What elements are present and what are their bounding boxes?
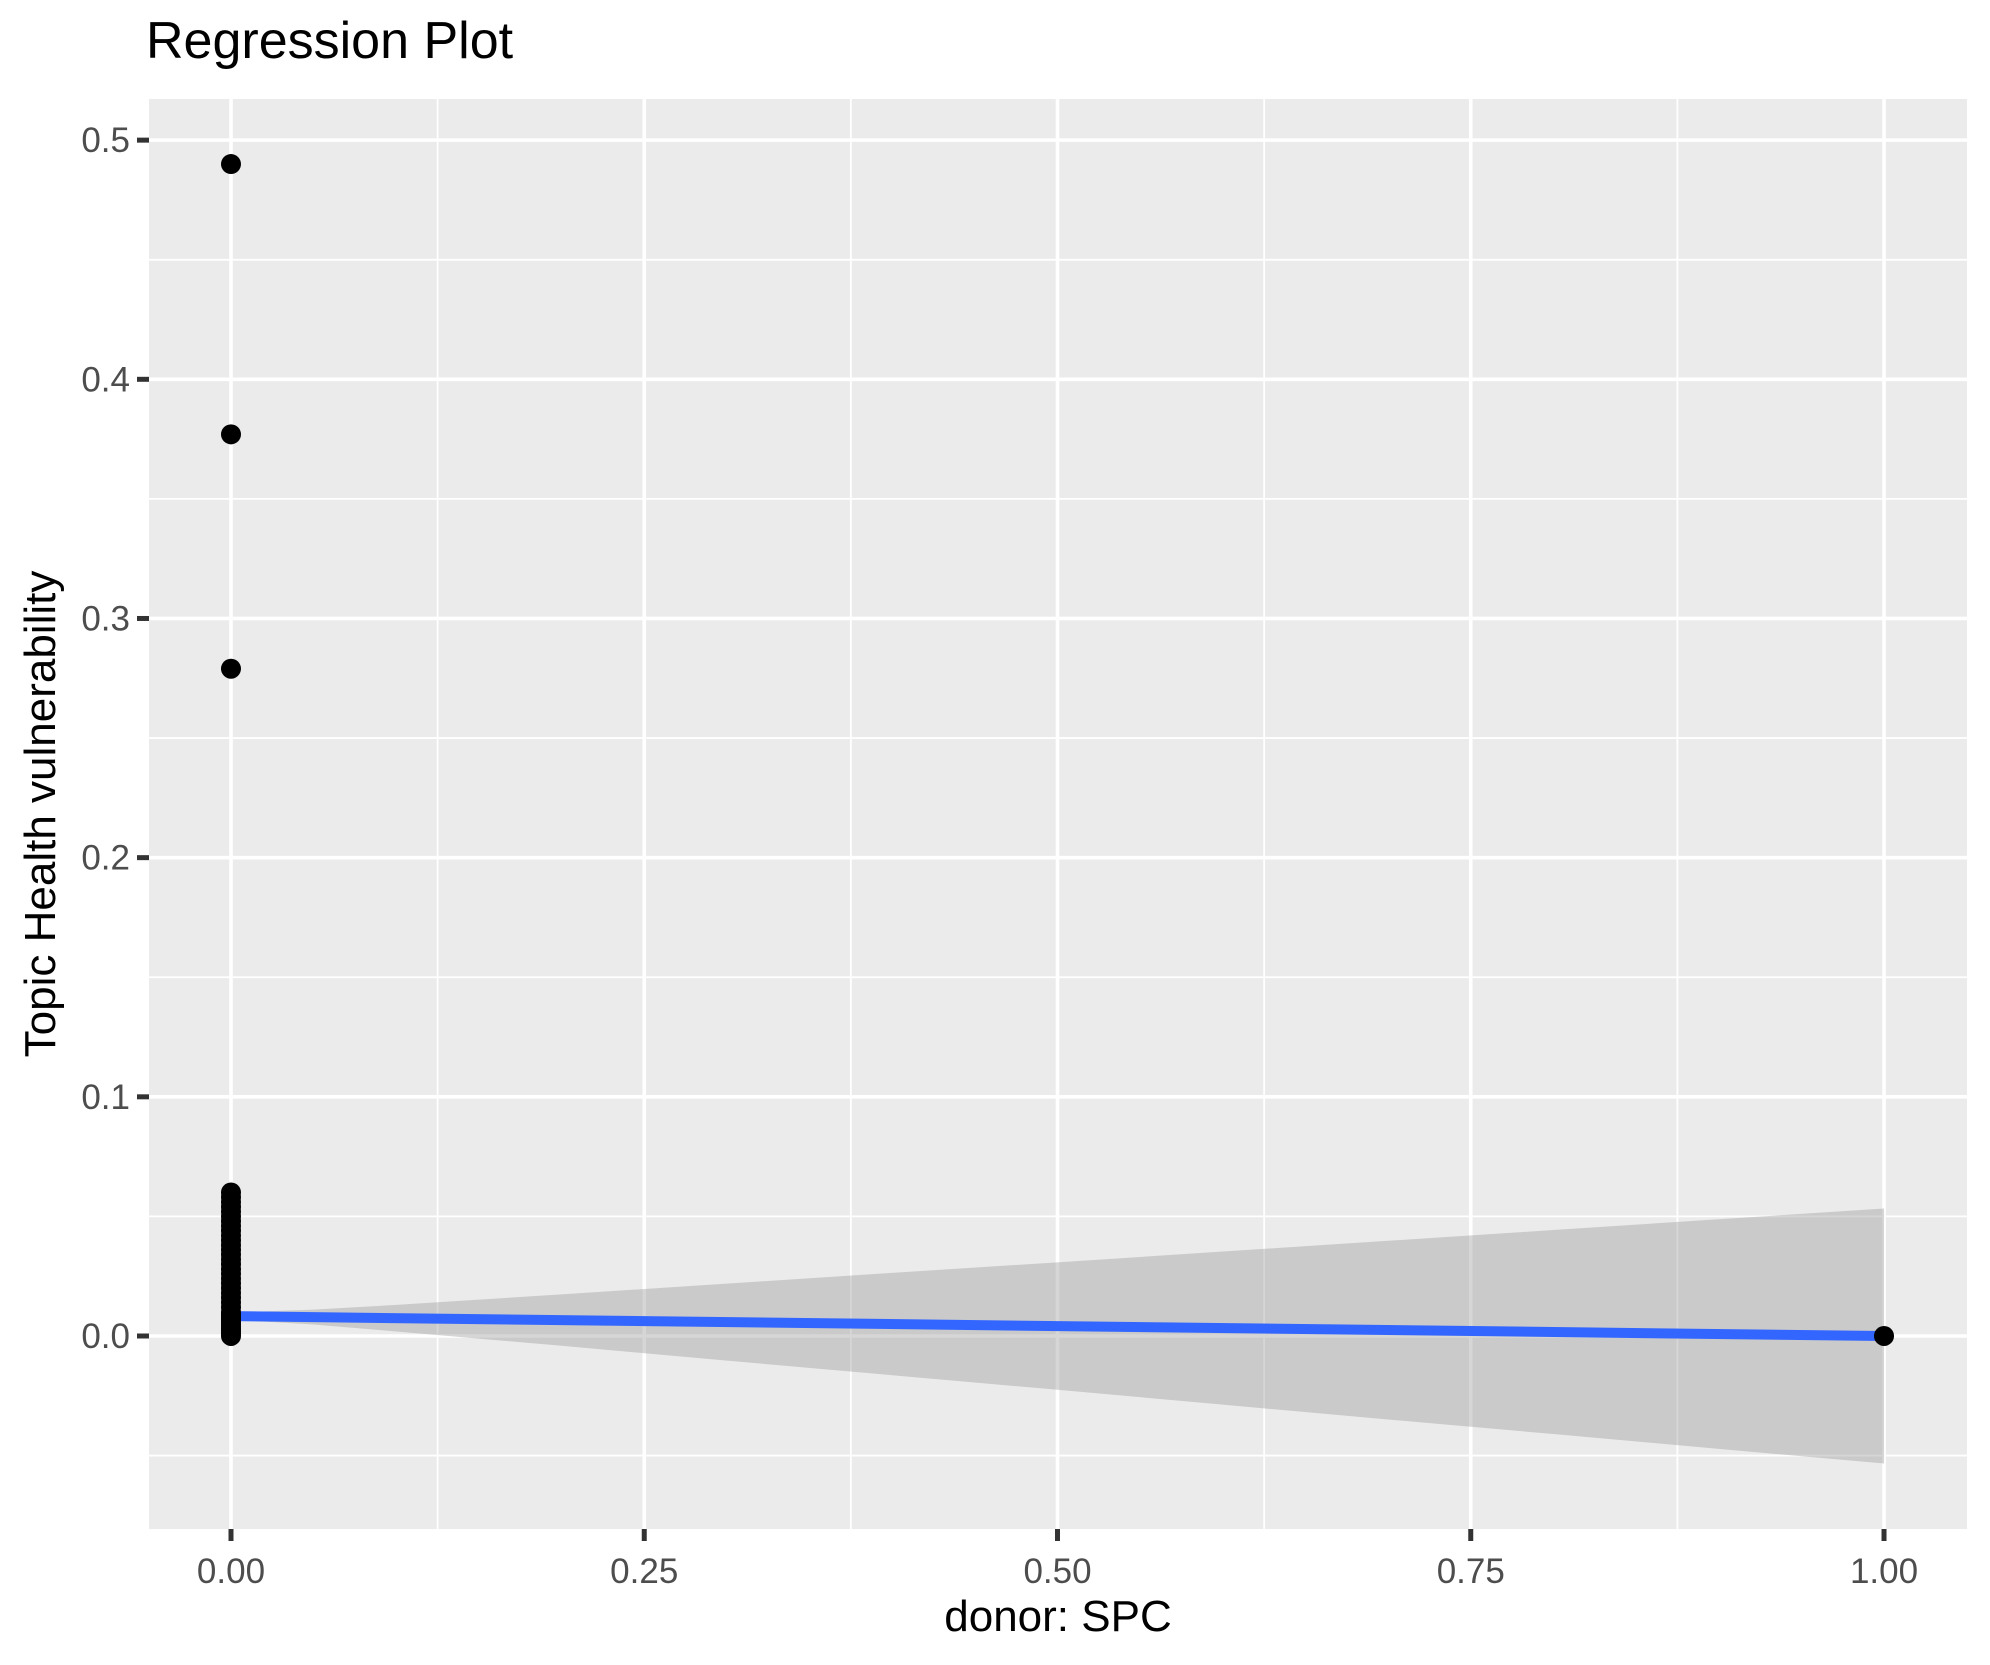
y-tick-label: 0.3 xyxy=(81,599,130,638)
data-point xyxy=(220,154,241,175)
x-tick-label: 0.25 xyxy=(610,1552,678,1591)
y-tick-label: 0.2 xyxy=(81,839,130,878)
x-axis-title: donor: SPC xyxy=(944,1592,1172,1641)
data-point xyxy=(1874,1325,1895,1346)
y-tick-label: 0.5 xyxy=(81,121,130,160)
regression-line xyxy=(225,1311,1890,1341)
y-axis-title: Topic Health vulnerability xyxy=(16,570,65,1058)
y-tick-label: 0.1 xyxy=(81,1078,130,1117)
x-tick-label: 0.50 xyxy=(1023,1552,1091,1591)
y-tick-label: 0.4 xyxy=(81,360,130,399)
data-point xyxy=(220,658,241,679)
plot-title: Regression Plot xyxy=(146,12,514,70)
data-point xyxy=(220,424,241,445)
x-tick-label: 1.00 xyxy=(1850,1552,1918,1591)
y-tick-label: 0.0 xyxy=(81,1317,130,1356)
confidence-band xyxy=(230,1208,1885,1464)
x-tick-label: 0.75 xyxy=(1437,1552,1505,1591)
x-tick-label: 0.00 xyxy=(197,1552,265,1591)
data-point xyxy=(220,1182,241,1203)
